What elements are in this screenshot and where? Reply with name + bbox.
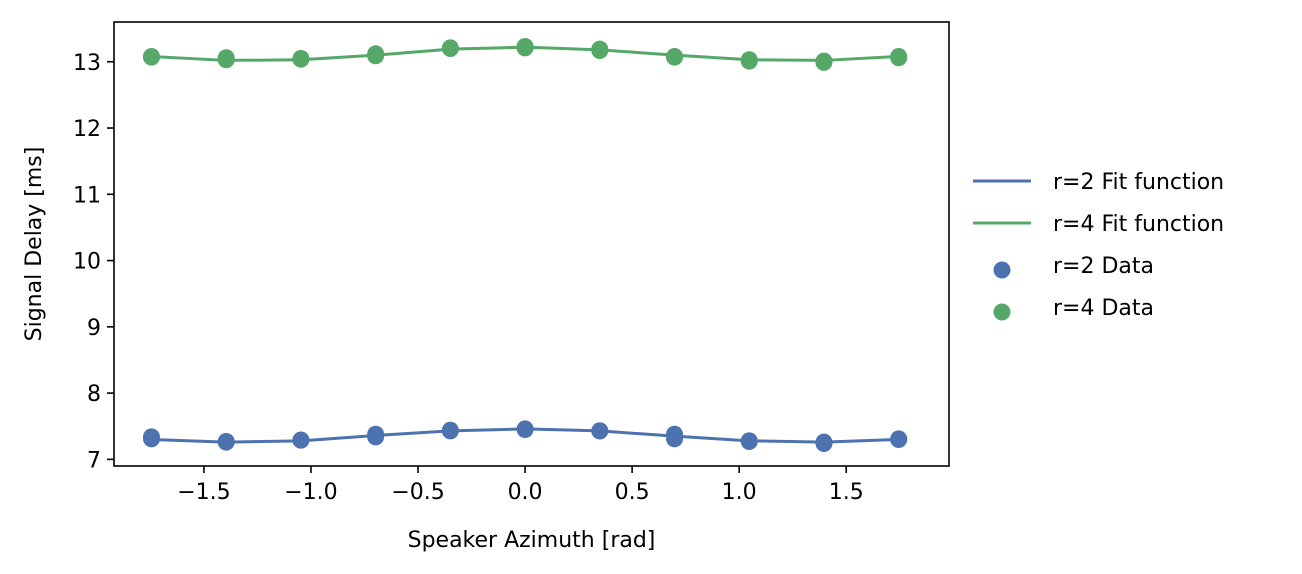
data-point bbox=[890, 47, 908, 65]
x-tick-label: 0.0 bbox=[508, 480, 543, 505]
data-point bbox=[142, 47, 160, 65]
y-axis: 7 8 9 10 11 12 13 bbox=[73, 51, 114, 473]
x-tick-label: 1.5 bbox=[829, 480, 864, 505]
data-point bbox=[591, 40, 609, 58]
x-tick-label: 1.0 bbox=[722, 480, 757, 505]
series-layer bbox=[142, 38, 908, 452]
data-point bbox=[217, 49, 235, 67]
data-point bbox=[740, 432, 758, 450]
data-point bbox=[292, 431, 310, 449]
legend-label: r=2 Fit function bbox=[1053, 170, 1224, 195]
legend-marker-swatch bbox=[993, 261, 1011, 279]
y-tick-label: 12 bbox=[73, 117, 101, 142]
x-tick-label: −1.0 bbox=[284, 480, 337, 505]
data-point bbox=[666, 47, 684, 65]
data-point bbox=[591, 422, 609, 440]
data-point bbox=[142, 428, 160, 446]
data-point bbox=[815, 433, 833, 451]
data-point bbox=[740, 51, 758, 69]
data-point bbox=[441, 421, 459, 439]
legend-label: r=2 Data bbox=[1053, 254, 1154, 279]
y-tick-label: 10 bbox=[73, 250, 101, 275]
y-axis-title: Signal Delay [ms] bbox=[22, 147, 47, 342]
data-point bbox=[890, 430, 908, 448]
data-point bbox=[441, 39, 459, 57]
data-point bbox=[815, 52, 833, 70]
y-tick-label: 8 bbox=[87, 382, 101, 407]
data-point bbox=[367, 425, 385, 443]
legend: r=2 Fit function r=4 Fit function r=2 Data… bbox=[973, 170, 1224, 321]
y-tick-label: 9 bbox=[87, 316, 101, 341]
data-point bbox=[516, 420, 534, 438]
data-point bbox=[367, 45, 385, 63]
x-tick-label: 0.5 bbox=[615, 480, 650, 505]
plot-frame bbox=[113, 21, 950, 467]
data-point bbox=[217, 432, 235, 450]
x-tick-label: −1.5 bbox=[177, 480, 230, 505]
y-tick-label: 13 bbox=[73, 51, 101, 76]
legend-label: r=4 Data bbox=[1053, 296, 1154, 321]
data-point bbox=[666, 425, 684, 443]
y-tick-label: 7 bbox=[87, 448, 101, 473]
data-point bbox=[516, 38, 534, 56]
data-point bbox=[292, 49, 310, 67]
y-tick-label: 11 bbox=[73, 183, 101, 208]
legend-marker-swatch bbox=[993, 303, 1011, 321]
x-axis-title: Speaker Azimuth [rad] bbox=[408, 528, 656, 553]
x-tick-label: −0.5 bbox=[391, 480, 444, 505]
x-axis: −1.5 −1.0 −0.5 0.0 0.5 1.0 1.5 bbox=[177, 466, 864, 505]
legend-label: r=4 Fit function bbox=[1053, 212, 1224, 237]
